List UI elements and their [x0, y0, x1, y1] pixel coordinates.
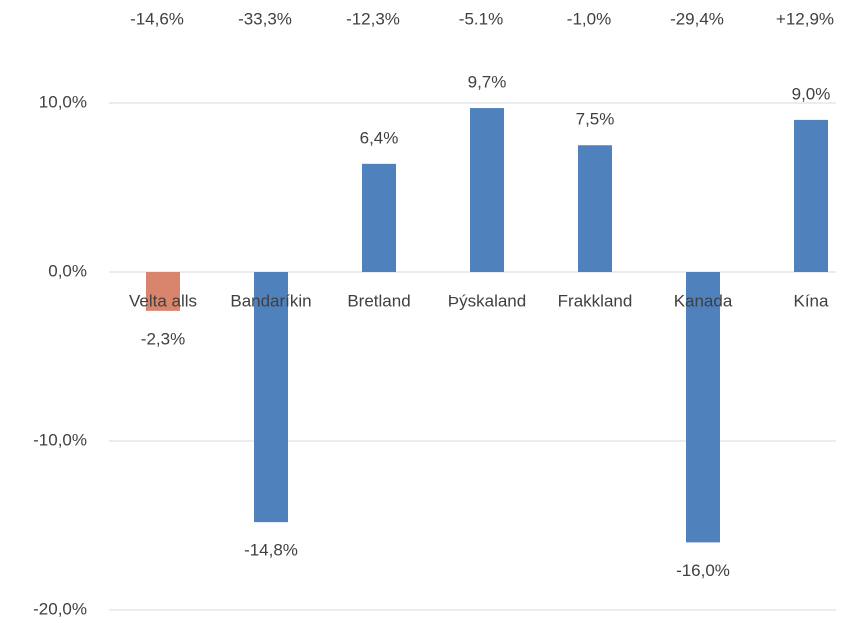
bar [686, 272, 720, 543]
x-tick-label: Frakkland [558, 291, 633, 310]
bar [794, 119, 828, 273]
annotation: -5.1% [459, 9, 503, 28]
data-label: 7,5% [576, 110, 615, 129]
y-tick-label: -20,0% [33, 599, 87, 618]
x-tick-label: Kanada [674, 291, 733, 310]
x-tick-label: Velta alls [129, 291, 197, 310]
y-tick-label: 10,0% [39, 92, 87, 111]
data-label: -16,0% [676, 561, 730, 580]
x-tick-label: Þýskaland [448, 291, 526, 310]
data-label: 9,0% [792, 84, 831, 103]
bar [470, 108, 504, 272]
annotation: -1,0% [567, 9, 611, 28]
x-tick-label: Bretland [347, 291, 410, 310]
x-tick-label: Bandaríkin [230, 291, 311, 310]
bar [362, 163, 396, 272]
data-label: 9,7% [468, 73, 507, 92]
bar [578, 145, 612, 272]
annotation: -12,3% [346, 9, 400, 28]
data-label: -2,3% [141, 329, 185, 348]
bar [254, 272, 288, 523]
annotation: -33,3% [238, 9, 292, 28]
data-label: 6,4% [360, 128, 399, 147]
x-tick-label: Kína [794, 291, 830, 310]
annotation: -14,6% [130, 9, 184, 28]
y-tick-label: 0,0% [48, 261, 87, 280]
data-label: -14,8% [244, 541, 298, 560]
annotation: +12,9% [776, 9, 834, 28]
annotation: -29,4% [670, 9, 724, 28]
bar [146, 272, 180, 311]
y-tick-label: -10,0% [33, 430, 87, 449]
